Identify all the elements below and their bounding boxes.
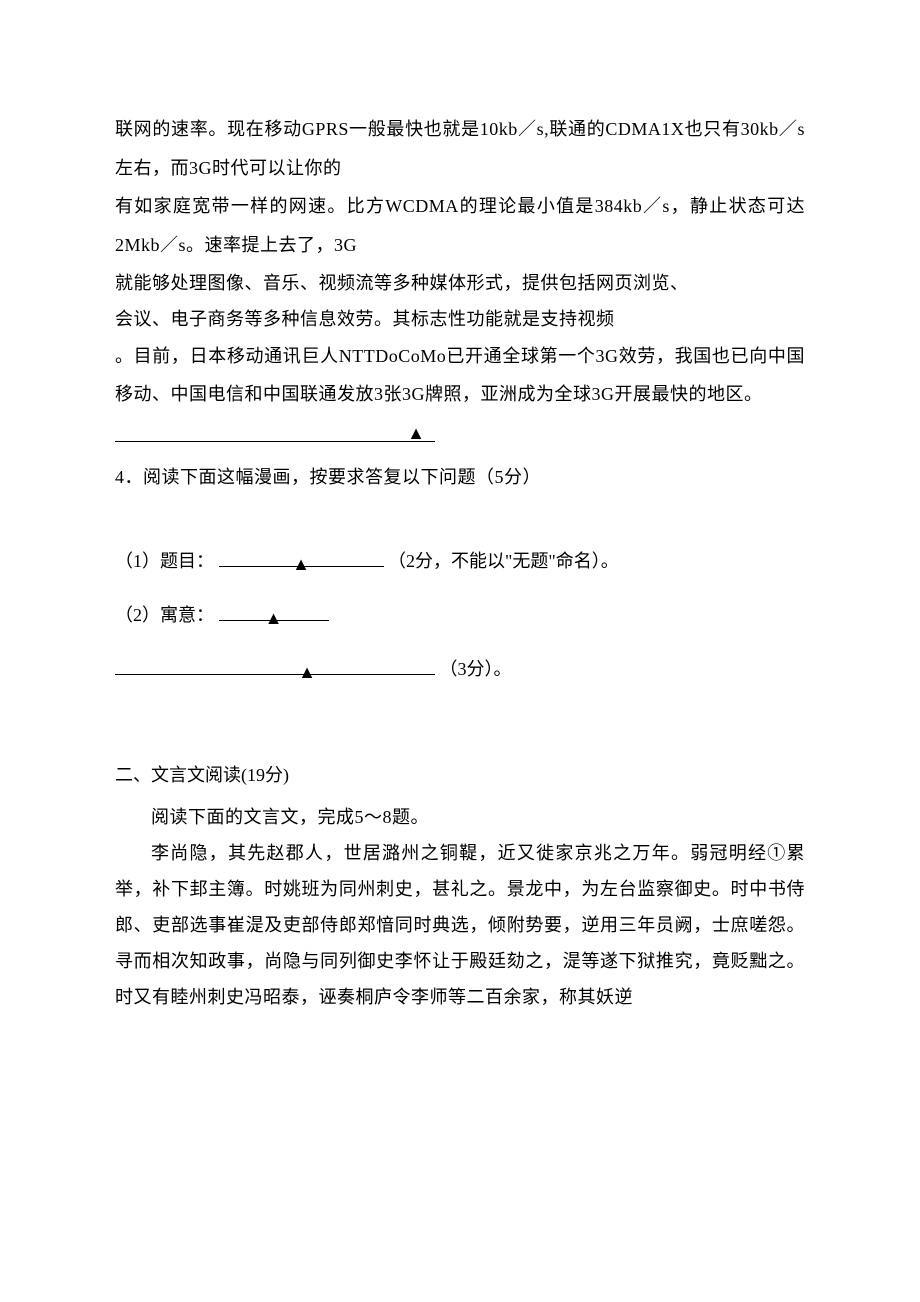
q4-line3-suffix: （3分）。 (440, 659, 512, 679)
paragraph-3: 就能够处理图像、音乐、视频流等多种媒体形式，提供包括网页浏览、 (115, 265, 805, 301)
triangle-marker-2: ▲ (292, 546, 310, 582)
paragraph-5: 。目前，日本移动通讯巨人NTTDoCoMo已开通全球第一个3G效劳，我国也已向中… (115, 337, 805, 414)
q4-sub2-prefix: （2）寓意： (115, 605, 214, 625)
q4-sub1-suffix: （2分，不能以"无题"命名）。 (388, 551, 619, 571)
paragraph-4: 会议、电子商务等多种信息效劳。其标志性功能就是支持视频 (115, 301, 805, 337)
paragraph-1: 联网的速率。现在移动GPRS一般最快也就是10kb／s,联通的CDMA1X也只有… (115, 110, 805, 187)
answer-blank-line-1: ▲ (115, 420, 435, 444)
q4-sub1-blank: ▲ (219, 549, 384, 567)
question-4-line-3: ▲ （3分）。 (115, 651, 805, 687)
triangle-marker-1: ▲ (407, 423, 425, 444)
paragraph-2: 有如家庭宽带一样的网速。比方WCDMA的理论最小值是384kb／s，静止状态可达… (115, 187, 805, 264)
question-4-sub-1: （1）题目： ▲ （2分，不能以"无题"命名）。 (115, 543, 805, 579)
q4-sub2-blank: ▲ (219, 603, 329, 621)
triangle-marker-4: ▲ (298, 654, 316, 690)
section-2-instruction: 阅读下面的文言文，完成5～8题。 (115, 799, 805, 835)
q4-sub1-prefix: （1）题目： (115, 551, 214, 571)
question-4-sub-2: （2）寓意： ▲ (115, 597, 805, 633)
question-4-title: 4．阅读下面这幅漫画，按要求答复以下问题（5分） (115, 459, 805, 495)
triangle-marker-3: ▲ (265, 600, 283, 636)
section-2-title: 二、文言文阅读(19分) (115, 757, 805, 793)
q4-line3-blank: ▲ (115, 657, 435, 675)
section-2-body: 李尚隐，其先赵郡人，世居潞州之铜鞮，近又徙家京兆之万年。弱冠明经①累举，补下邽主… (115, 835, 805, 1015)
